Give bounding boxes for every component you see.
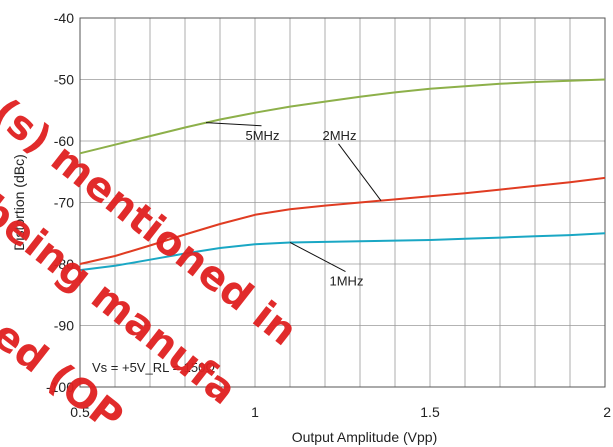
series-label-1mhz: 1MHz: [330, 274, 364, 289]
series-label-leader: [338, 143, 382, 201]
x-tick-label: 2: [603, 404, 611, 420]
test-condition-annotation: Vs = +5V_RL = 150Ω: [92, 360, 215, 375]
x-axis-title: Output Amplitude (Vpp): [292, 429, 438, 445]
x-tick-label: 0.5: [70, 404, 90, 420]
x-tick-label: 1: [251, 404, 259, 420]
y-tick-label: -70: [54, 195, 74, 211]
y-axis-title: Distortion (dBc): [11, 154, 27, 250]
y-tick-label: -80: [54, 256, 74, 272]
series-line-5mhz: [79, 78, 606, 155]
series-line-2mhz: [79, 176, 606, 265]
y-tick-label: -100: [46, 379, 74, 395]
plot-area-frame: [79, 17, 606, 388]
grid-lines: [80, 18, 605, 387]
series-label-layer: 5MHz 2MHz 1MHz: [205, 122, 382, 289]
series-label-leader: [205, 122, 262, 127]
series-label-2mhz: 2MHz: [323, 128, 357, 143]
series-label-leader: [289, 242, 346, 272]
y-tick-label: -60: [54, 133, 74, 149]
series-layer: [79, 78, 606, 272]
series-label-5mhz: 5MHz: [246, 128, 280, 143]
y-tick-label: -40: [54, 10, 74, 26]
y-tick-label: -50: [54, 72, 74, 88]
y-tick-label: -90: [54, 318, 74, 334]
series-line-1mhz: [79, 232, 606, 272]
x-tick-label: 1.5: [420, 404, 440, 420]
x-axis-tick-labels: 0.5 1 1.5 2: [70, 404, 611, 420]
y-axis-tick-labels: -40 -50 -60 -70 -80 -90 -100: [46, 10, 74, 395]
